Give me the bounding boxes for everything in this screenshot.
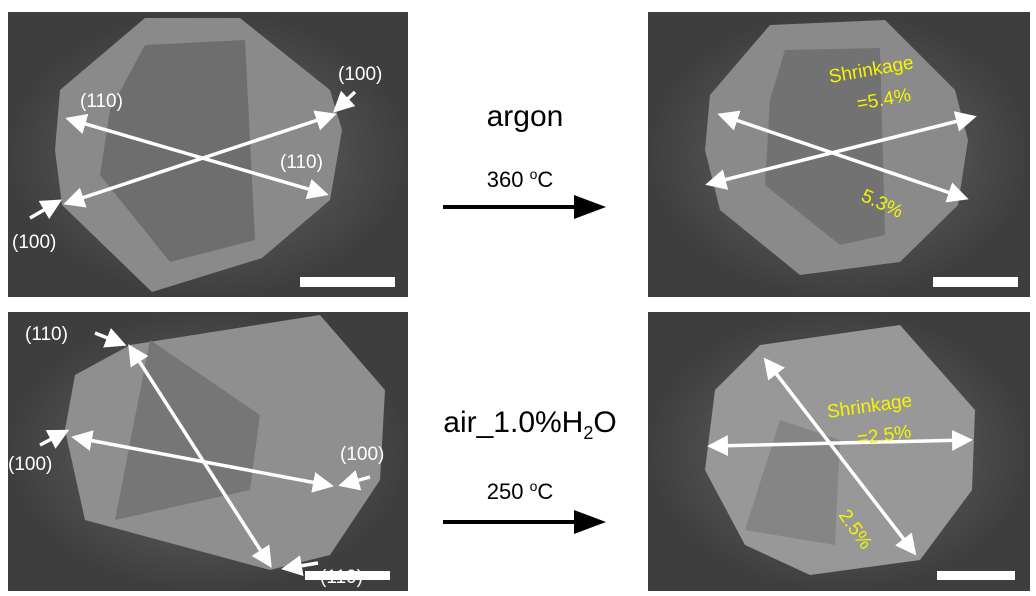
facet-label: (100) bbox=[338, 64, 382, 85]
text-part: 360 bbox=[487, 167, 530, 192]
figure: (110) (100) (110) (100) argon 360 oC Shr… bbox=[0, 0, 1036, 591]
gas-label: air_1.0%H2O bbox=[443, 406, 616, 443]
facet-label: (100) bbox=[340, 444, 384, 465]
temperature-label: 250 oC bbox=[487, 478, 554, 504]
text-part: 2 bbox=[583, 423, 593, 443]
temperature-label: 360 oC bbox=[487, 166, 554, 192]
text-part: O bbox=[593, 406, 616, 439]
facet-label: (110) bbox=[25, 324, 68, 345]
text-part: o bbox=[530, 166, 538, 182]
text-part: C bbox=[537, 167, 553, 192]
text-part: air_1.0%H bbox=[443, 406, 583, 439]
sem-panel: (110) (100) (100) (110) bbox=[8, 312, 408, 591]
sem-panel: Shrinkage =2.5% 2.5% bbox=[648, 312, 1030, 591]
gas-label: argon bbox=[487, 100, 564, 133]
sem-panel: Shrinkage =5.4% 5.3% bbox=[648, 12, 1030, 297]
text-part: C bbox=[537, 479, 553, 504]
text-part: 250 bbox=[487, 479, 530, 504]
sem-panel: (110) (100) (110) (100) bbox=[8, 12, 408, 297]
facet-label: (110) bbox=[80, 91, 123, 112]
facet-label: (100) bbox=[12, 232, 56, 253]
text-part: o bbox=[530, 478, 538, 494]
facet-label: (110) bbox=[280, 152, 323, 173]
facet-label: (110) bbox=[320, 567, 363, 588]
facet-label: (100) bbox=[8, 454, 52, 475]
